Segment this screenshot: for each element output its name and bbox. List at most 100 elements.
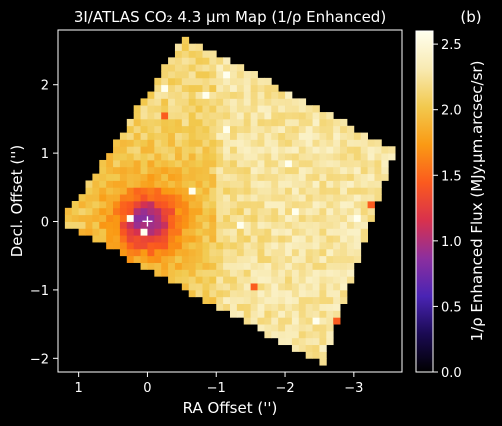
heatmap-cell (223, 242, 231, 250)
heatmap-cell (71, 214, 80, 222)
heatmap-cell (319, 146, 327, 154)
heatmap-cell (154, 235, 162, 243)
chart-title: 3I/ATLAS CO₂ 4.3 μm Map (1/ρ Enhanced) (74, 8, 386, 26)
heatmap-cell (92, 228, 100, 236)
heatmap-cell (161, 153, 169, 161)
heatmap-cell (188, 132, 196, 140)
heatmap-cell (278, 221, 286, 229)
heatmap-cell (64, 214, 73, 222)
heatmap-cell (305, 180, 313, 188)
heatmap-cell (223, 112, 231, 120)
heatmap-cell (257, 132, 265, 140)
heatmap-cell (360, 173, 368, 181)
heatmap-cell (195, 105, 203, 113)
heatmap-cell (285, 139, 293, 147)
heatmap-cell (195, 57, 203, 65)
heatmap-cell (230, 112, 238, 120)
heatmap-cell (360, 221, 368, 229)
heatmap-cell (195, 221, 203, 229)
heatmap-cell (161, 221, 169, 229)
heatmap-cell (250, 105, 258, 113)
heatmap-cell (216, 166, 224, 175)
heatmap-cell (236, 303, 245, 311)
heatmap-cell (257, 194, 265, 202)
heatmap-cell (133, 187, 141, 195)
heatmap-cell (209, 118, 217, 127)
heatmap-cell (174, 187, 183, 195)
heatmap-cell (340, 187, 348, 195)
heatmap-cell (333, 146, 341, 154)
heatmap-cell (202, 262, 210, 270)
heatmap-cell (168, 248, 176, 257)
heatmap-cell (147, 235, 155, 243)
heatmap-cell (113, 166, 121, 175)
heatmap-cell (353, 159, 362, 168)
heatmap-cell (181, 64, 190, 72)
heatmap-cell (216, 118, 224, 127)
heatmap-cell (188, 276, 196, 284)
heatmap-cell (243, 105, 252, 113)
heatmap-cell (291, 289, 300, 298)
heatmap-cell (333, 187, 341, 195)
heatmap-cell (195, 50, 203, 58)
heatmap-cell (360, 187, 368, 195)
heatmap-cell (243, 214, 252, 222)
heatmap-cell (188, 146, 196, 154)
heatmap-cell (188, 221, 196, 229)
heatmap-cell (195, 118, 203, 127)
heatmap-cell (278, 166, 286, 175)
heatmap-cell (195, 269, 203, 277)
panel-label: (b) (460, 8, 481, 26)
heatmap-cell (250, 303, 258, 311)
heatmap-cell (346, 125, 355, 133)
heatmap-cell (340, 194, 348, 202)
heatmap-cell (161, 235, 169, 243)
heatmap-cell (202, 112, 210, 120)
heatmap-cell (257, 180, 265, 188)
heatmap-cell (285, 118, 293, 127)
heatmap-cell (85, 201, 93, 209)
heatmap-cell (230, 77, 238, 86)
heatmap-cell (126, 166, 135, 175)
heatmap-cell (181, 283, 190, 291)
heatmap-cell (188, 235, 196, 243)
heatmap-cell (257, 228, 265, 236)
heatmap-cell (264, 173, 272, 181)
heatmap-cell (174, 159, 183, 168)
heatmap-cell (346, 166, 355, 175)
heatmap-cell (264, 139, 272, 147)
heatmap-cell (285, 105, 293, 113)
heatmap-cell (305, 194, 313, 202)
heatmap-cell (230, 262, 238, 270)
heatmap-cell (168, 194, 176, 202)
heatmap-cell (181, 235, 190, 243)
heatmap-cell (181, 180, 190, 188)
heatmap-cell (250, 255, 258, 263)
heatmap-cell (257, 77, 265, 86)
heatmap-cell (298, 132, 307, 140)
heatmap-cell (181, 242, 190, 250)
heatmap-cell (181, 166, 190, 175)
heatmap-cell (291, 262, 300, 270)
heatmap-cell (271, 242, 279, 250)
heatmap-cell (133, 139, 141, 147)
heatmap-cell (243, 132, 252, 140)
heatmap-cell (298, 125, 307, 133)
heatmap-cell (243, 153, 252, 161)
heatmap-cell (353, 173, 362, 181)
heatmap-cell (312, 324, 320, 332)
heatmap-cell (298, 310, 307, 318)
heatmap-cell (346, 276, 355, 284)
heatmap-cell (319, 201, 327, 209)
heatmap-cell (264, 289, 272, 298)
heatmap-cell (78, 214, 86, 222)
colorbar-tick-label: 0.5 (441, 300, 462, 315)
heatmap-cell (99, 166, 107, 175)
heatmap-cell (113, 139, 121, 147)
heatmap-cell (188, 84, 196, 92)
heatmap-cell (209, 187, 217, 195)
heatmap-cell (230, 276, 238, 284)
heatmap-cell (223, 276, 231, 284)
heatmap-cell (202, 214, 210, 222)
